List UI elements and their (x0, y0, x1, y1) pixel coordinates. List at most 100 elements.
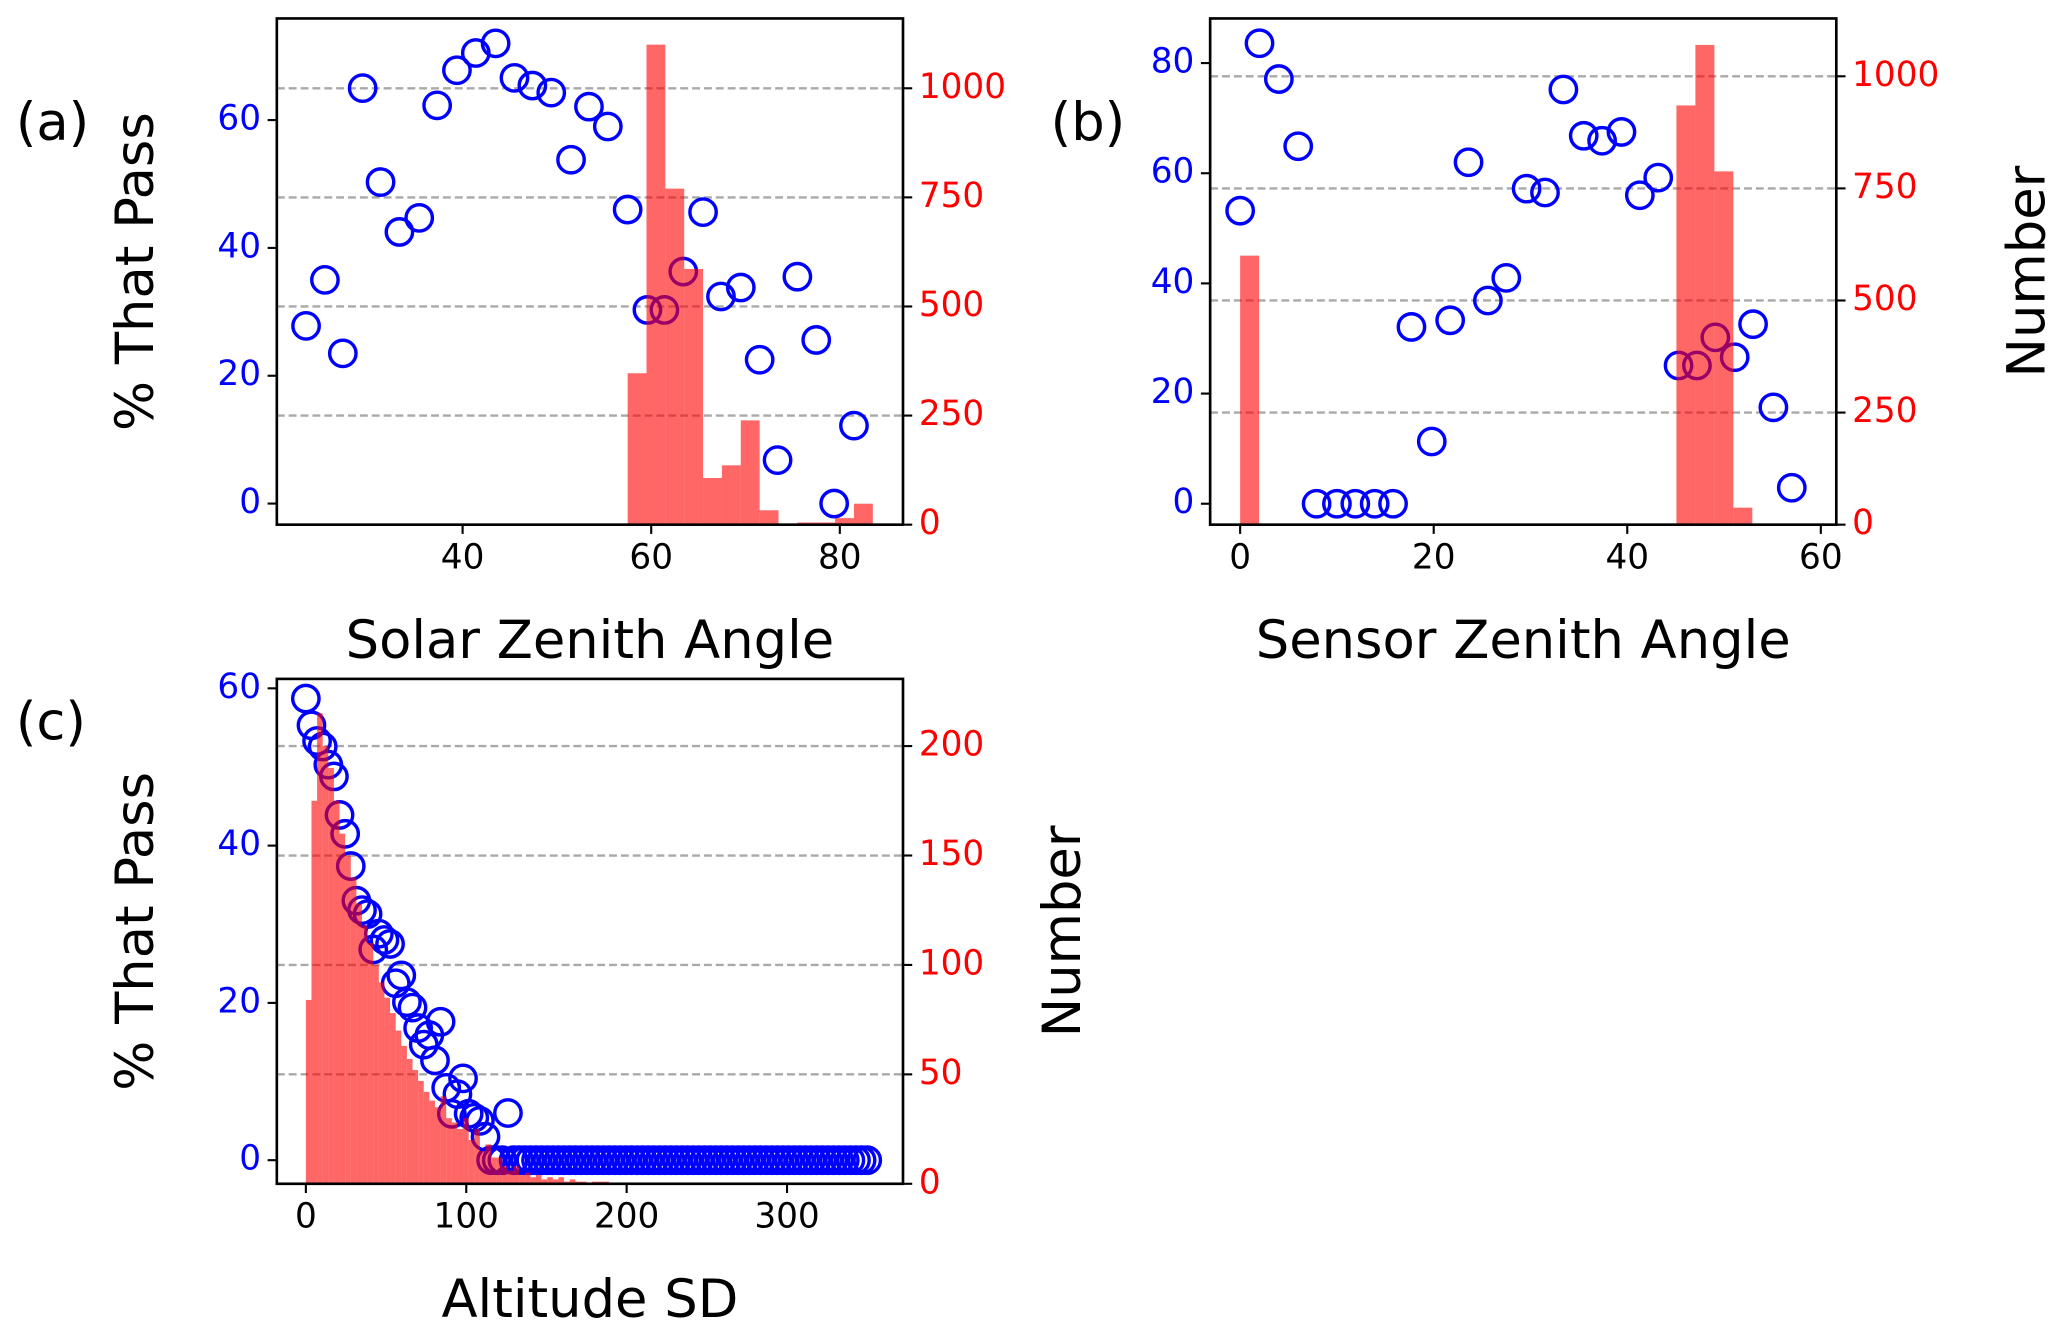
scatter-point (1225, 195, 1256, 226)
x-tick-label: 40 (1605, 537, 1649, 577)
y2-tick-label: 150 (919, 834, 984, 874)
histogram-bar (446, 1118, 452, 1184)
scatter-point (556, 144, 586, 175)
scatter-point (493, 1098, 523, 1128)
scatter-point (517, 70, 548, 101)
histogram-bar (491, 1157, 497, 1184)
y-tick-label: 0 (239, 482, 261, 522)
histogram-bar (547, 1177, 553, 1184)
y2-tick-label: 200 (919, 725, 984, 765)
axes-frame (1208, 17, 1838, 526)
y2-tick-label: 0 (1852, 503, 1874, 543)
scatter-point (592, 111, 623, 142)
y2-tick-label: 100 (919, 943, 984, 983)
histogram-bar (721, 465, 741, 525)
x-tick-label: 0 (295, 1197, 317, 1237)
histogram-bar (1733, 507, 1753, 525)
scatter-point (397, 992, 428, 1023)
y-tick-label: 20 (217, 981, 261, 1021)
scatter-point (347, 73, 378, 104)
histogram-bar (485, 1144, 492, 1184)
histogram-bar (853, 503, 873, 525)
scatter-point (375, 929, 405, 959)
histogram-bar (434, 1107, 441, 1184)
histogram-bar (530, 1177, 537, 1184)
histogram-bar (1695, 44, 1715, 525)
histogram-bar (474, 1129, 480, 1184)
scatter-point (1624, 180, 1655, 211)
histogram-bar (536, 1175, 542, 1184)
y-tick-label: 40 (217, 824, 261, 864)
panel-label: (a) (16, 92, 89, 153)
y-axis-label: % That Pass (105, 112, 166, 431)
y-tick-label: 60 (1151, 152, 1195, 192)
histogram-bar (496, 1157, 503, 1184)
histogram-bar (457, 1129, 464, 1184)
histogram-bar (412, 1069, 419, 1184)
scatter-point (1396, 312, 1427, 342)
histogram-bar (406, 1059, 413, 1184)
scatter-point (1606, 117, 1637, 147)
scatter-point (404, 202, 435, 233)
histogram-bar (627, 373, 647, 525)
histogram-bar (1714, 171, 1734, 525)
y-tick-label: 20 (217, 354, 261, 394)
histogram-bar (390, 1013, 396, 1184)
scatter-point (1568, 120, 1599, 151)
y-tick-label: 20 (1151, 372, 1195, 412)
y2-tick-label: 500 (919, 285, 984, 325)
histogram-bar (401, 1045, 407, 1184)
scatter-point (422, 90, 453, 121)
scatter-point (1511, 173, 1542, 204)
histogram-bar (311, 800, 318, 1184)
x-tick-label: 40 (441, 537, 485, 577)
x-tick-label: 300 (754, 1197, 819, 1237)
scatter-point (852, 1145, 883, 1176)
x-tick-label: 20 (1412, 537, 1456, 577)
scatter-point (1301, 488, 1332, 519)
scatter-point (369, 925, 400, 955)
scatter-point (1491, 263, 1522, 293)
scatter-point (442, 55, 472, 86)
histogram-bar (569, 1179, 576, 1184)
x-axis-label: Altitude SD (441, 1269, 738, 1330)
y-tick-label: 80 (1151, 42, 1195, 82)
histogram-bar (552, 1179, 559, 1184)
scatter-point (327, 338, 358, 369)
histogram-bar (440, 1096, 447, 1184)
histogram-bar (684, 268, 704, 525)
histogram-bar (524, 1172, 531, 1184)
y2-axis-label: Number (1032, 825, 1093, 1037)
axes-frame (275, 17, 905, 526)
scatter-point (310, 264, 340, 295)
scatter-point (1378, 488, 1408, 519)
histogram-bar (328, 767, 334, 1184)
scatter-point (1283, 131, 1314, 162)
scatter-point (1453, 147, 1484, 178)
y2-axis-label: Number (1997, 165, 2058, 377)
histogram-bar (703, 477, 722, 525)
histogram-bar (322, 746, 329, 1184)
scatter-point (365, 167, 396, 197)
axes-frame (275, 677, 905, 1186)
y2-tick-label: 0 (919, 503, 941, 543)
panel-label: (b) (1051, 92, 1126, 153)
scatter-point (386, 960, 417, 991)
histogram-bar (361, 925, 368, 1184)
y2-tick-label: 250 (1852, 391, 1917, 431)
scatter-point (384, 217, 415, 247)
y2-tick-label: 250 (919, 394, 984, 434)
scatter-point (291, 310, 321, 341)
histogram-bar (740, 420, 760, 525)
y2-tick-label: 50 (919, 1053, 963, 1093)
y-tick-label: 60 (217, 99, 261, 139)
histogram-bar (367, 943, 374, 1184)
scatter-point (706, 281, 736, 312)
histogram-bar (451, 1122, 458, 1184)
scatter-point (448, 1063, 478, 1094)
histogram-bar (339, 833, 346, 1184)
y-tick-label: 40 (217, 226, 261, 266)
histogram-bar (502, 1166, 508, 1184)
x-axis-label: Solar Zenith Angle (346, 610, 835, 671)
